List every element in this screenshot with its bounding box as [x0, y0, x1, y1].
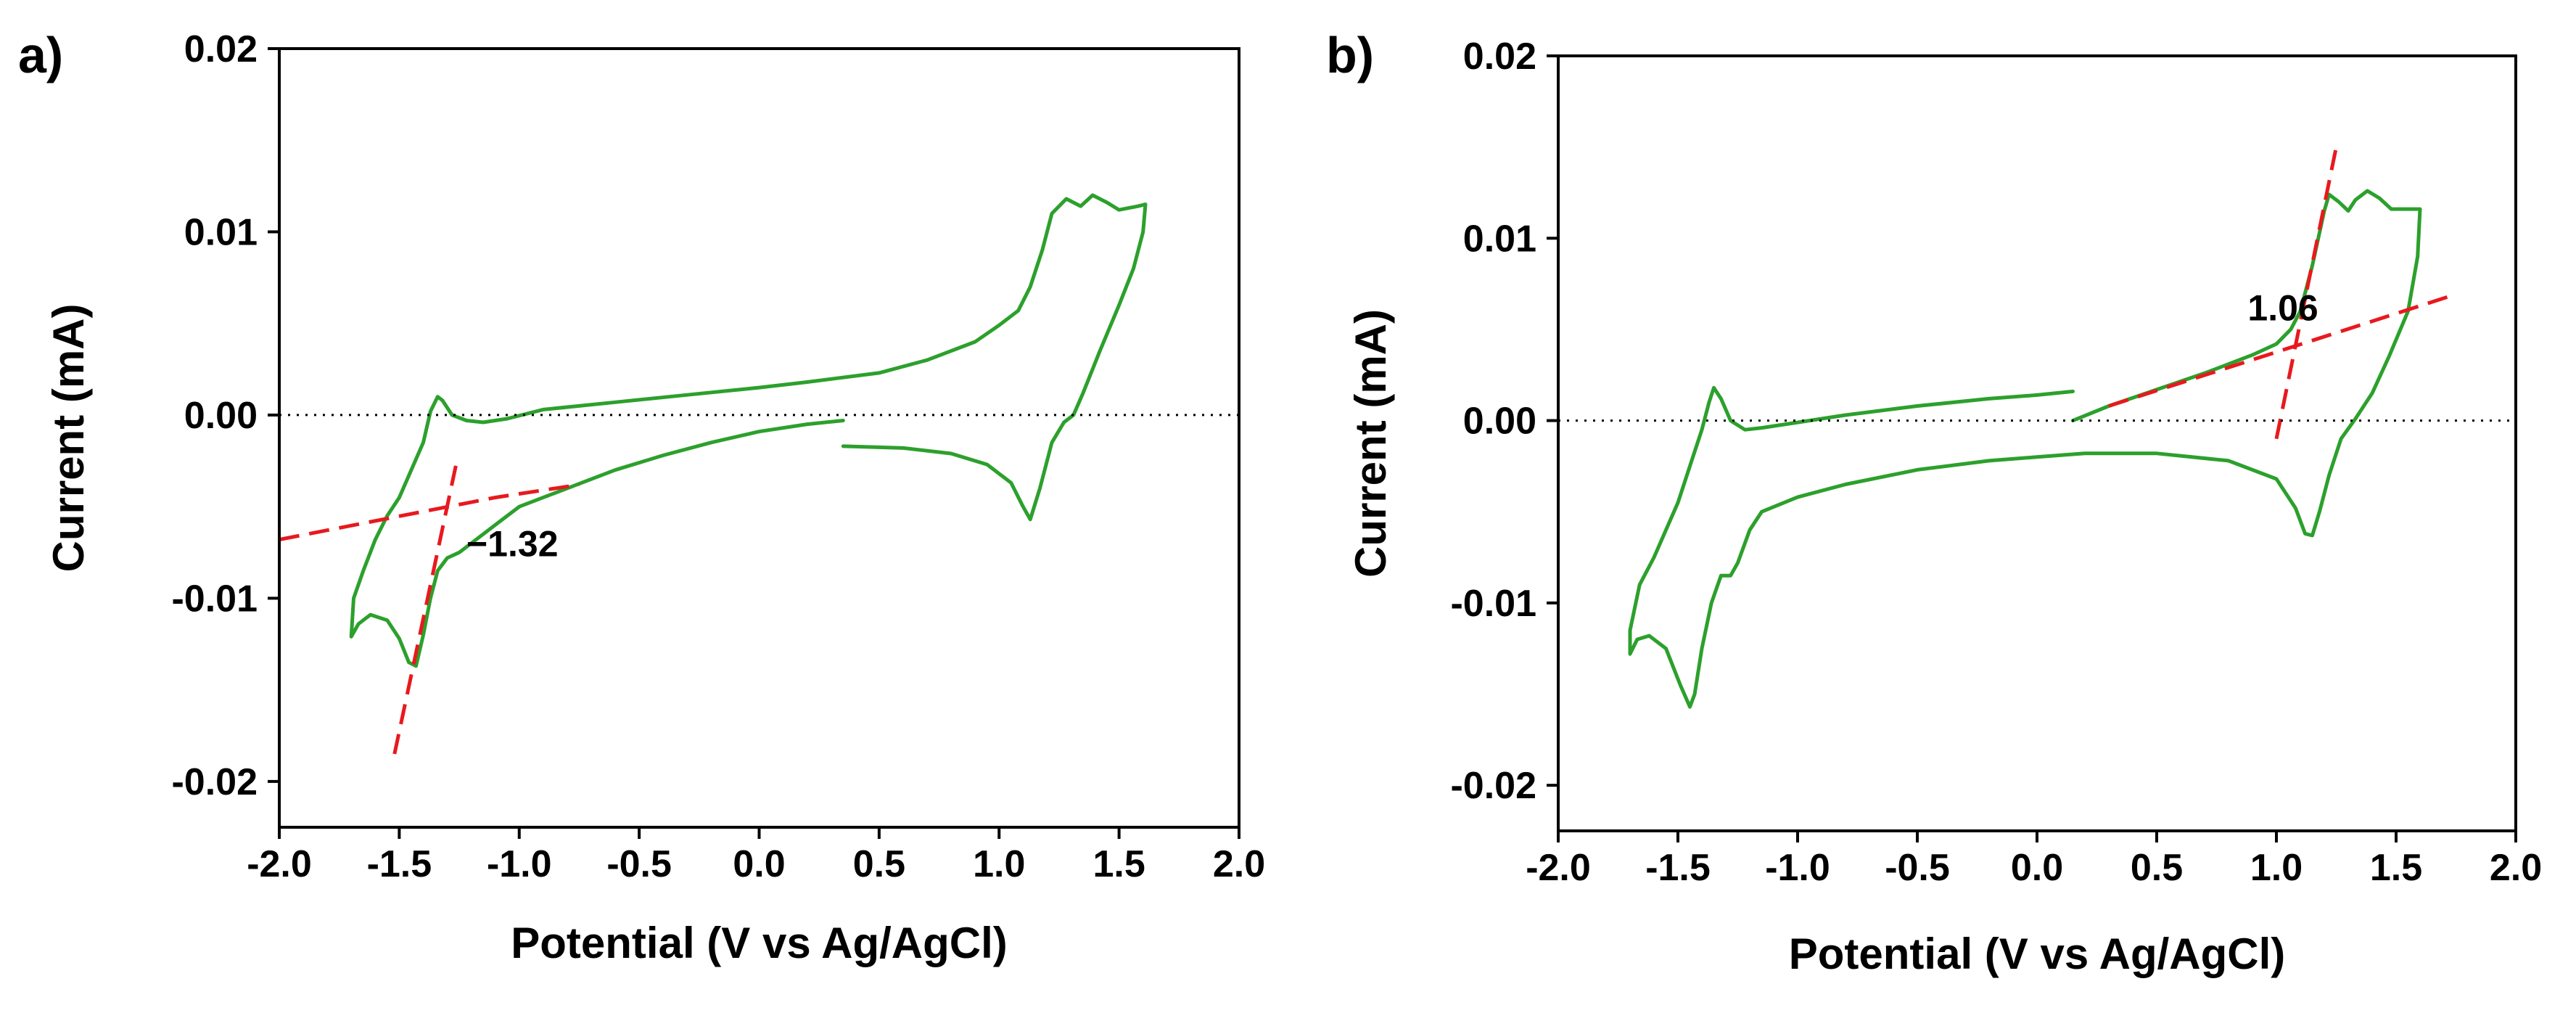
x-tick-label: 0.5	[853, 843, 905, 885]
x-tick-label: 1.5	[1092, 843, 1145, 885]
y-tick-label: -0.01	[1450, 583, 1536, 625]
x-tick-label: -1.5	[367, 843, 432, 885]
x-tick-label: 1.0	[2250, 847, 2303, 889]
y-tick-label: 0.00	[184, 395, 258, 437]
y-tick-label: -0.01	[171, 578, 258, 620]
onset-annotation: 1.06	[2247, 287, 2318, 328]
y-tick-label: 0.02	[1463, 36, 1536, 78]
chart-panel-b: b) -2.0 -1.5 -1.0 -0.5 0.0 0.5 1.0 1.5 2.0 0.02 0.0…	[1326, 27, 2542, 978]
x-tick-label: 1.5	[2370, 847, 2422, 889]
x-axis-title: Potential (V vs Ag/AgCl)	[1789, 930, 2286, 978]
x-tick-label: -2.0	[1526, 847, 1591, 889]
tangent-line	[2274, 147, 2338, 440]
x-tick-label: -2.0	[247, 843, 312, 885]
x-tick-label: -1.5	[1645, 847, 1711, 889]
x-tick-label: -1.0	[1765, 847, 1830, 889]
cv-curve	[349, 193, 1148, 668]
cv-curve	[1628, 189, 2422, 709]
x-tick-label: 1.0	[973, 843, 1025, 885]
x-tick-label: -0.5	[606, 843, 672, 885]
tangent-line	[279, 483, 580, 542]
y-axis-title: Current (mA)	[44, 304, 93, 573]
x-tick-label: 2.0	[1213, 843, 1265, 885]
x-tick-label: -0.5	[1885, 847, 1950, 889]
chart-panel-a: a) -2.0 -1.5 -1.0 -0.5 0.0 0.5 1.0 1.5 2.0 0.02 0.0…	[18, 27, 1265, 967]
plot-frame	[1557, 54, 2517, 832]
x-tick-label: 2.0	[2490, 847, 2542, 889]
onset-annotation: −1.32	[466, 523, 559, 564]
y-tick-label: 0.02	[184, 28, 258, 70]
x-tick-label: 0.0	[2011, 847, 2063, 889]
x-tick-label: 0.5	[2131, 847, 2183, 889]
tangent-line	[392, 460, 459, 755]
y-tick-label: 0.00	[1463, 401, 1536, 443]
y-tick-label: 0.01	[184, 211, 258, 253]
y-tick-label: -0.02	[1450, 765, 1536, 807]
panel-label: a)	[18, 27, 63, 83]
y-axis-title: Current (mA)	[1346, 309, 1395, 578]
x-tick-label: 0.0	[733, 843, 785, 885]
y-tick-label: 0.01	[1463, 218, 1536, 260]
panel-label: b)	[1326, 27, 1374, 83]
x-tick-label: -1.0	[487, 843, 552, 885]
x-axis-title: Potential (V vs Ag/AgCl)	[511, 919, 1008, 967]
y-tick-label: -0.02	[171, 761, 258, 803]
